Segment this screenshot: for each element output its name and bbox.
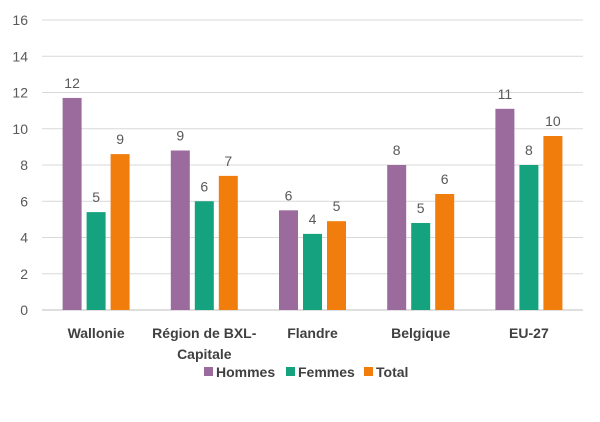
legend-swatch-femmes (286, 367, 295, 376)
data-label: 9 (176, 128, 184, 144)
bars (62, 97, 563, 310)
y-tick-label: 12 (12, 85, 28, 101)
bar-hommes (279, 210, 298, 310)
data-label: 5 (333, 198, 341, 214)
category-label: EU-27 (509, 325, 549, 341)
category-label: Belgique (391, 325, 450, 341)
y-tick-label: 16 (12, 12, 28, 28)
y-tick-label: 8 (20, 157, 28, 173)
legend-label-femmes: Femmes (298, 364, 355, 380)
y-tick-label: 2 (20, 266, 28, 282)
y-tick-label: 4 (20, 230, 28, 246)
bar-total (543, 136, 563, 310)
bar-hommes (495, 108, 515, 310)
data-label: 8 (393, 142, 401, 158)
y-tick-label: 0 (20, 302, 28, 318)
category-label: Région de BXL- (152, 325, 257, 341)
data-label: 5 (92, 189, 100, 205)
bar-total (218, 175, 238, 310)
data-label: 7 (224, 153, 232, 169)
data-label: 9 (116, 131, 124, 147)
data-label: 12 (64, 75, 80, 91)
y-tick-label: 14 (12, 48, 28, 64)
category-label: Flandre (287, 325, 338, 341)
y-tick-label: 6 (20, 193, 28, 209)
data-label: 5 (417, 200, 425, 216)
data-label: 8 (525, 142, 533, 158)
legend-swatch-total (364, 367, 373, 376)
gridlines (42, 19, 583, 311)
legend-swatch-hommes (204, 367, 213, 376)
bar-femmes (519, 165, 539, 310)
bar-hommes (387, 165, 407, 310)
category-label: Wallonie (68, 325, 125, 341)
data-label: 11 (498, 86, 513, 102)
data-label: 6 (285, 187, 293, 203)
data-label: 6 (200, 178, 208, 194)
legend: Hommes Femmes Total (204, 364, 408, 380)
data-label: 10 (545, 113, 561, 129)
bar-hommes (170, 150, 190, 310)
bar-total (110, 154, 130, 310)
bar-femmes (86, 212, 106, 310)
x-axis-categories: Wallonie Région de BXL- Capitale Flandre Bel… (68, 325, 549, 362)
bar-femmes (303, 233, 322, 310)
bar-femmes (411, 223, 431, 310)
bar-total (435, 194, 455, 310)
data-label: 6 (441, 171, 449, 187)
data-label: 4 (309, 211, 317, 227)
legend-label-total: Total (376, 364, 408, 380)
legend-label-hommes: Hommes (216, 364, 275, 380)
bar-femmes (194, 201, 214, 310)
bar-total (327, 221, 346, 310)
y-axis-ticks: 0 2 4 6 8 10 12 14 16 (12, 12, 28, 318)
bar-hommes (62, 97, 82, 310)
y-tick-label: 10 (12, 121, 28, 137)
category-label: Capitale (177, 346, 232, 362)
